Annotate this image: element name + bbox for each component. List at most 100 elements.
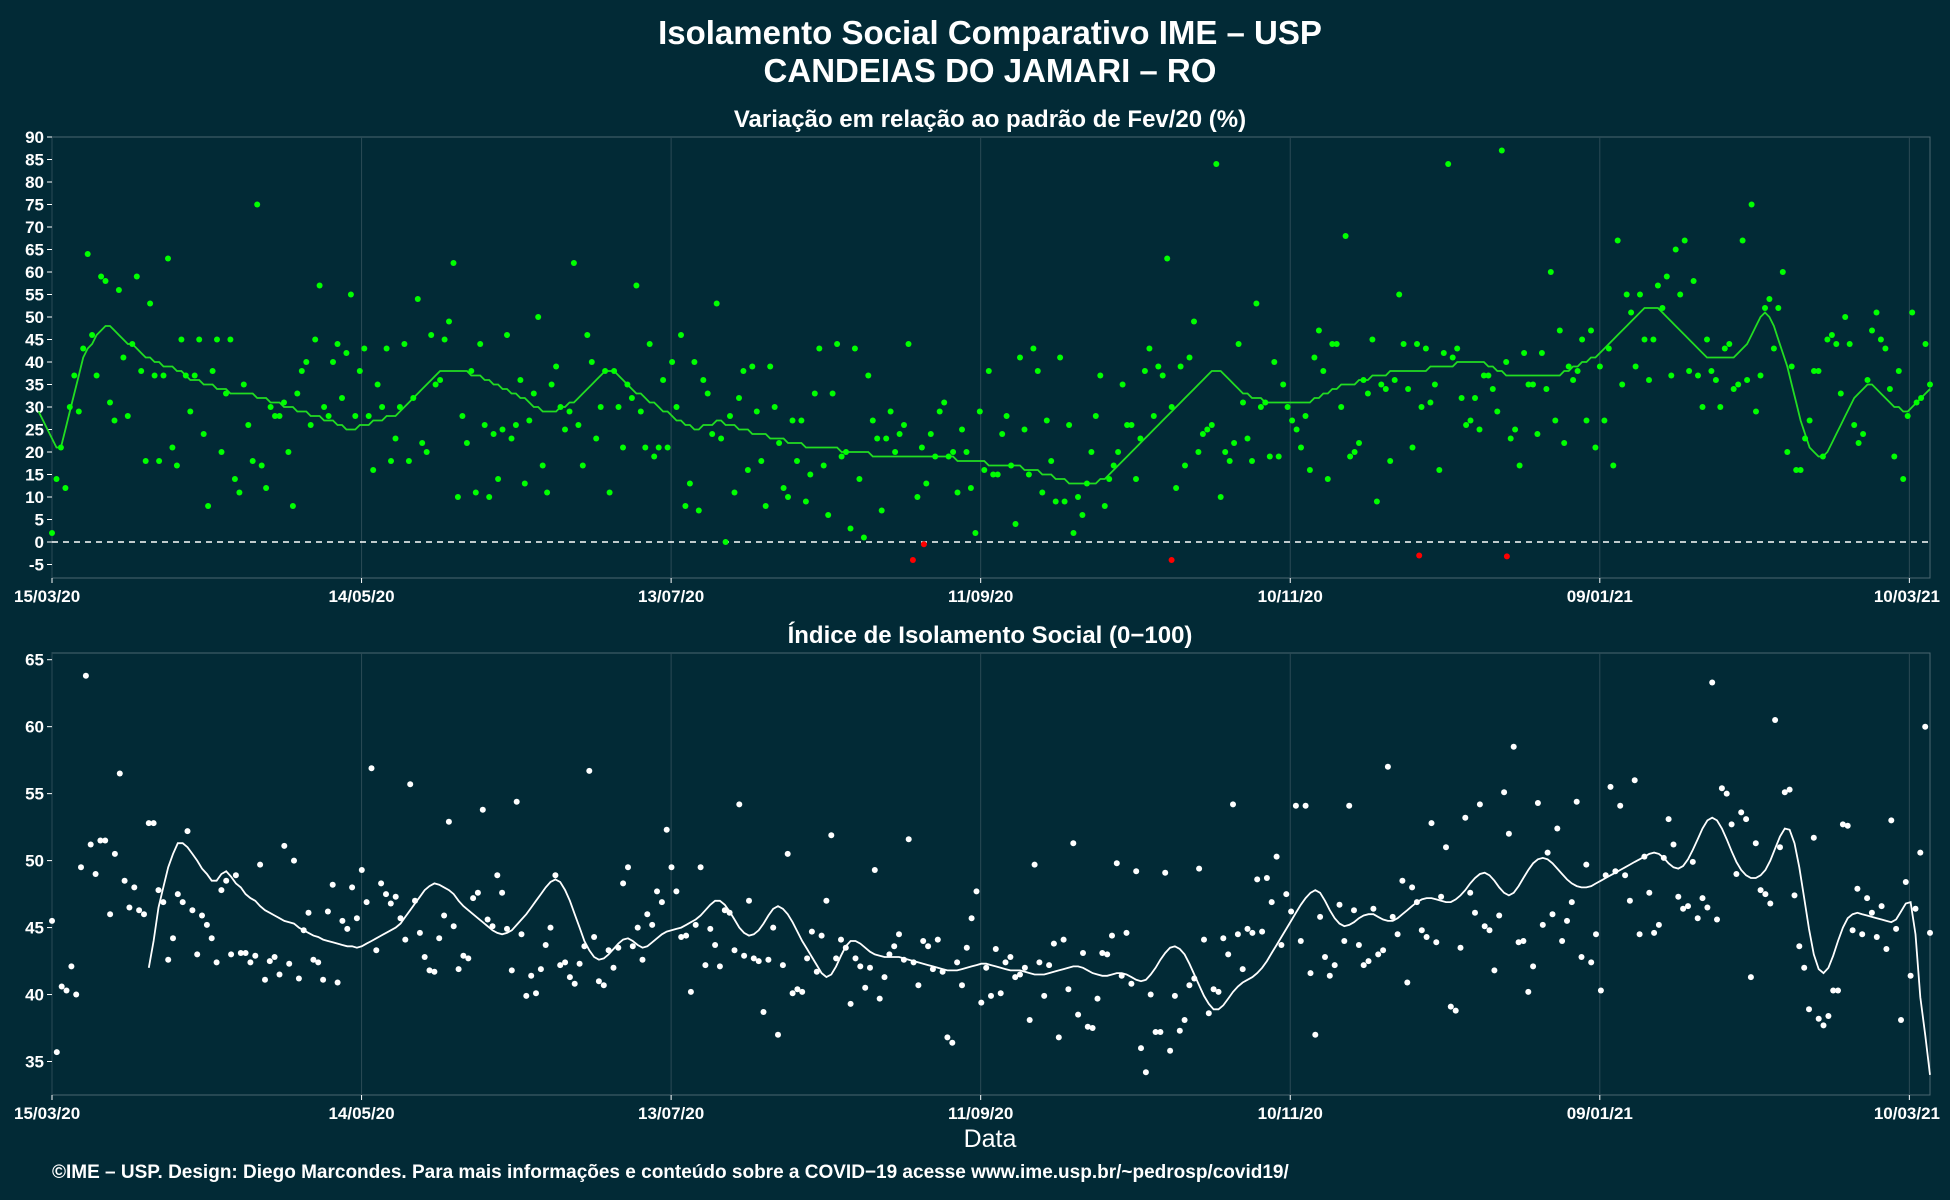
data-point (1494, 408, 1501, 415)
data-point (189, 907, 196, 914)
data-point (80, 345, 87, 352)
data-point (1418, 927, 1425, 934)
data-point (62, 485, 69, 491)
data-point (637, 408, 644, 415)
data-point (402, 936, 409, 943)
top-daily-points (49, 147, 1933, 563)
data-point (1922, 341, 1929, 347)
data-point (1088, 449, 1095, 455)
data-point (695, 507, 702, 514)
data-point (1605, 345, 1612, 352)
y-tick-label: 5 (35, 511, 44, 530)
data-point (1786, 786, 1793, 793)
negative-data-point (1503, 553, 1510, 560)
data-point (1824, 336, 1831, 343)
data-point (1034, 368, 1041, 374)
data-point (1002, 959, 1009, 966)
data-point (1631, 777, 1638, 784)
data-point (495, 476, 502, 482)
data-point (1302, 802, 1309, 809)
data-point (597, 404, 604, 410)
data-point (459, 413, 466, 419)
data-point (218, 887, 225, 894)
data-point (1922, 723, 1929, 730)
data-point (361, 345, 368, 352)
data-point (1632, 363, 1639, 370)
data-point (865, 372, 872, 379)
data-point (915, 982, 922, 989)
data-point (486, 494, 493, 500)
data-point (1512, 426, 1519, 433)
data-point (595, 978, 602, 985)
bottom-panel-y-ticks: 35 40 45 50 55 60 65 (25, 651, 52, 1072)
data-point (1220, 935, 1227, 942)
data-point (347, 291, 354, 298)
data-point (615, 944, 622, 951)
data-point (1225, 951, 1232, 958)
data-point (1128, 422, 1135, 428)
data-point (1617, 802, 1624, 809)
data-point (1280, 381, 1287, 388)
data-point (1793, 467, 1800, 473)
data-point (646, 341, 653, 347)
data-point (918, 444, 925, 451)
data-point (266, 958, 273, 965)
data-point (1561, 440, 1568, 446)
data-point (1735, 381, 1742, 388)
data-point (1244, 925, 1251, 932)
data-point (1476, 801, 1483, 808)
data-point (1837, 390, 1844, 397)
data-point (305, 909, 312, 916)
data-point (1842, 314, 1849, 320)
data-point (373, 947, 380, 954)
data-point (232, 872, 239, 879)
data-point (196, 336, 203, 343)
data-point (1050, 940, 1057, 947)
data-point (1556, 327, 1563, 334)
data-point (174, 891, 181, 898)
data-point (683, 932, 690, 939)
data-point (1021, 426, 1028, 433)
data-point (187, 408, 194, 415)
y-tick-label: 45 (25, 331, 44, 350)
data-point (936, 408, 943, 415)
data-point (553, 363, 560, 370)
data-point (548, 381, 555, 388)
data-point (1113, 860, 1120, 867)
data-point (124, 413, 131, 419)
top-panel-title: Variação em relação ao padrão de Fev/20 … (734, 106, 1246, 133)
data-point (1739, 237, 1746, 244)
y-tick-label: 90 (25, 128, 44, 147)
data-point (1201, 936, 1207, 943)
data-point (1825, 1013, 1832, 1019)
data-point (900, 956, 907, 963)
data-point (465, 955, 472, 962)
data-point (173, 462, 180, 469)
data-point (625, 864, 631, 871)
data-point (329, 881, 336, 888)
data-point (141, 911, 147, 918)
data-point (731, 947, 738, 954)
data-point (829, 390, 836, 397)
data-point (1681, 237, 1688, 244)
data-point (107, 911, 114, 918)
data-point (1329, 341, 1336, 347)
y-tick-label: 60 (25, 718, 44, 737)
data-point (1530, 381, 1536, 388)
data-point (1534, 800, 1541, 806)
data-point (1626, 897, 1633, 904)
data-point (997, 990, 1004, 997)
data-point (1820, 1022, 1827, 1029)
data-point (1092, 413, 1099, 419)
data-point (994, 471, 1001, 478)
data-point (93, 372, 100, 379)
data-point (1833, 341, 1840, 347)
data-point (1596, 363, 1603, 370)
data-point (247, 959, 254, 966)
data-point (1496, 912, 1503, 919)
data-point (242, 950, 249, 956)
data-point (227, 336, 234, 343)
data-point (1409, 884, 1416, 891)
x-tick-label: 11/09/20 (948, 587, 1013, 606)
data-point (1641, 853, 1648, 860)
